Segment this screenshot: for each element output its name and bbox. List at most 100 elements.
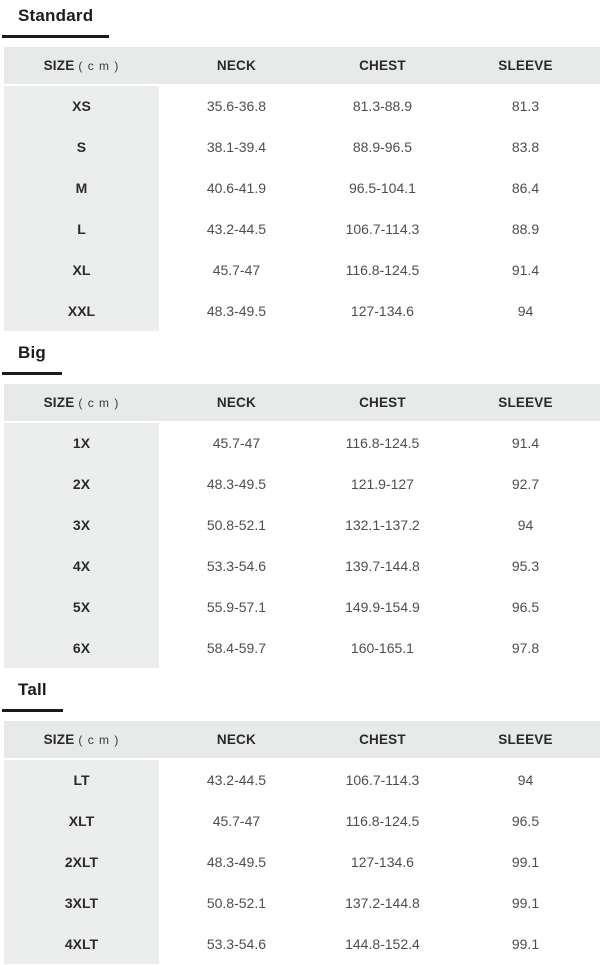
- size-header-unit: ( c m ): [78, 733, 120, 747]
- col-header-neck: NECK: [158, 384, 314, 423]
- size-header-label: SIZE: [43, 58, 75, 73]
- header-row: SIZE ( c m ) NECK CHEST SLEEVE: [4, 721, 600, 760]
- col-header-chest: CHEST: [313, 47, 451, 86]
- neck-cell: 50.8-52.1: [158, 504, 314, 545]
- size-table-standard: SIZE ( c m ) NECK CHEST SLEEVE XS 35.6-3…: [4, 47, 600, 331]
- chest-cell: 88.9-96.5: [313, 126, 451, 167]
- sleeve-cell: 94: [450, 504, 600, 545]
- col-header-chest: CHEST: [313, 721, 451, 760]
- neck-cell: 48.3-49.5: [158, 290, 314, 331]
- sleeve-cell: 99.1: [450, 841, 600, 882]
- neck-cell: 45.7-47: [158, 422, 314, 463]
- table-row: 3XLT 50.8-52.1 137.2-144.8 99.1: [4, 882, 600, 923]
- col-header-size: SIZE ( c m ): [4, 47, 159, 86]
- chest-cell: 116.8-124.5: [313, 422, 451, 463]
- size-cell: XS: [4, 85, 159, 126]
- sleeve-cell: 81.3: [450, 85, 600, 126]
- chest-cell: 160-165.1: [313, 627, 451, 668]
- section-big: Big SIZE ( c m ) NECK CHEST SLEEVE 1X 45…: [0, 341, 600, 668]
- sleeve-cell: 94: [450, 759, 600, 800]
- table-row: 4XLT 53.3-54.6 144.8-152.4 99.1: [4, 923, 600, 964]
- size-header-label: SIZE: [43, 732, 75, 747]
- chest-cell: 144.8-152.4: [313, 923, 451, 964]
- table-row: XLT 45.7-47 116.8-124.5 96.5: [4, 800, 600, 841]
- size-cell: 4XLT: [4, 923, 159, 964]
- section-standard: Standard SIZE ( c m ) NECK CHEST SLEEVE …: [0, 4, 600, 331]
- sleeve-cell: 96.5: [450, 800, 600, 841]
- table-row: 4X 53.3-54.6 139.7-144.8 95.3: [4, 545, 600, 586]
- col-header-sleeve: SLEEVE: [450, 721, 600, 760]
- col-header-sleeve: SLEEVE: [450, 384, 600, 423]
- section-title-big: Big: [2, 341, 62, 375]
- size-header-label: SIZE: [43, 395, 75, 410]
- chest-cell: 149.9-154.9: [313, 586, 451, 627]
- size-header-unit: ( c m ): [78, 59, 120, 73]
- size-cell: 4X: [4, 545, 159, 586]
- size-cell: 5X: [4, 586, 159, 627]
- chest-cell: 106.7-114.3: [313, 759, 451, 800]
- neck-cell: 43.2-44.5: [158, 759, 314, 800]
- sleeve-cell: 95.3: [450, 545, 600, 586]
- col-header-neck: NECK: [158, 721, 314, 760]
- size-cell: 6X: [4, 627, 159, 668]
- neck-cell: 53.3-54.6: [158, 545, 314, 586]
- neck-cell: 58.4-59.7: [158, 627, 314, 668]
- neck-cell: 50.8-52.1: [158, 882, 314, 923]
- sleeve-cell: 99.1: [450, 923, 600, 964]
- chest-cell: 81.3-88.9: [313, 85, 451, 126]
- section-tall: Tall SIZE ( c m ) NECK CHEST SLEEVE LT 4…: [0, 678, 600, 964]
- col-header-size: SIZE ( c m ): [4, 721, 159, 760]
- table-row: 2XLT 48.3-49.5 127-134.6 99.1: [4, 841, 600, 882]
- sleeve-cell: 88.9: [450, 208, 600, 249]
- sleeve-cell: 92.7: [450, 463, 600, 504]
- chest-cell: 116.8-124.5: [313, 800, 451, 841]
- size-table-big: SIZE ( c m ) NECK CHEST SLEEVE 1X 45.7-4…: [4, 384, 600, 668]
- size-cell: M: [4, 167, 159, 208]
- chest-cell: 106.7-114.3: [313, 208, 451, 249]
- header-row: SIZE ( c m ) NECK CHEST SLEEVE: [4, 47, 600, 86]
- neck-cell: 48.3-49.5: [158, 463, 314, 504]
- size-cell: L: [4, 208, 159, 249]
- table-row: S 38.1-39.4 88.9-96.5 83.8: [4, 126, 600, 167]
- table-row: 5X 55.9-57.1 149.9-154.9 96.5: [4, 586, 600, 627]
- sleeve-cell: 96.5: [450, 586, 600, 627]
- size-cell: XLT: [4, 800, 159, 841]
- sleeve-cell: 91.4: [450, 249, 600, 290]
- size-cell: S: [4, 126, 159, 167]
- size-cell: 2X: [4, 463, 159, 504]
- neck-cell: 45.7-47: [158, 249, 314, 290]
- sleeve-cell: 94: [450, 290, 600, 331]
- col-header-sleeve: SLEEVE: [450, 47, 600, 86]
- neck-cell: 43.2-44.5: [158, 208, 314, 249]
- size-cell: 3X: [4, 504, 159, 545]
- neck-cell: 40.6-41.9: [158, 167, 314, 208]
- table-row: 3X 50.8-52.1 132.1-137.2 94: [4, 504, 600, 545]
- table-row: 2X 48.3-49.5 121.9-127 92.7: [4, 463, 600, 504]
- size-cell: 1X: [4, 422, 159, 463]
- sleeve-cell: 86.4: [450, 167, 600, 208]
- size-cell: 2XLT: [4, 841, 159, 882]
- table-row: XL 45.7-47 116.8-124.5 91.4: [4, 249, 600, 290]
- chest-cell: 139.7-144.8: [313, 545, 451, 586]
- table-row: L 43.2-44.5 106.7-114.3 88.9: [4, 208, 600, 249]
- neck-cell: 55.9-57.1: [158, 586, 314, 627]
- section-title-tall: Tall: [2, 678, 63, 712]
- neck-cell: 48.3-49.5: [158, 841, 314, 882]
- neck-cell: 53.3-54.6: [158, 923, 314, 964]
- sleeve-cell: 83.8: [450, 126, 600, 167]
- chest-cell: 121.9-127: [313, 463, 451, 504]
- col-header-neck: NECK: [158, 47, 314, 86]
- chest-cell: 127-134.6: [313, 841, 451, 882]
- col-header-chest: CHEST: [313, 384, 451, 423]
- sleeve-cell: 97.8: [450, 627, 600, 668]
- table-row: 1X 45.7-47 116.8-124.5 91.4: [4, 422, 600, 463]
- table-row: LT 43.2-44.5 106.7-114.3 94: [4, 759, 600, 800]
- chest-cell: 96.5-104.1: [313, 167, 451, 208]
- chest-cell: 127-134.6: [313, 290, 451, 331]
- chest-cell: 132.1-137.2: [313, 504, 451, 545]
- size-table-tall: SIZE ( c m ) NECK CHEST SLEEVE LT 43.2-4…: [4, 721, 600, 964]
- chest-cell: 116.8-124.5: [313, 249, 451, 290]
- size-cell: XL: [4, 249, 159, 290]
- table-row: M 40.6-41.9 96.5-104.1 86.4: [4, 167, 600, 208]
